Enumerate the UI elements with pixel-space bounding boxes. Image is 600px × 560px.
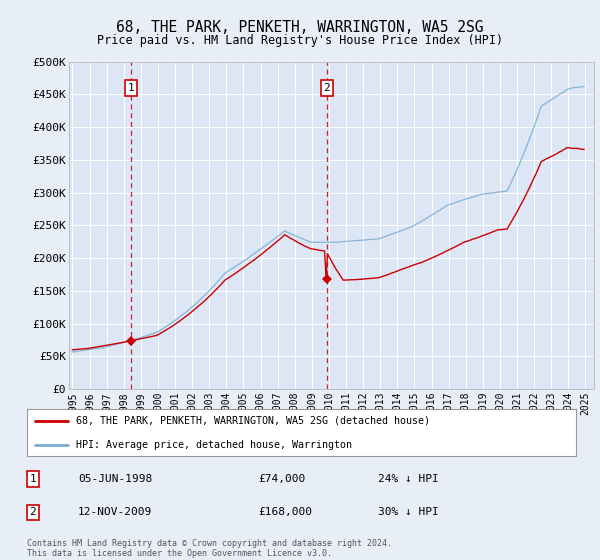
Text: £168,000: £168,000: [258, 507, 312, 517]
Text: £74,000: £74,000: [258, 474, 305, 484]
Text: 24% ↓ HPI: 24% ↓ HPI: [378, 474, 439, 484]
Text: 2: 2: [323, 83, 330, 93]
Text: 1: 1: [29, 474, 37, 484]
Text: Price paid vs. HM Land Registry's House Price Index (HPI): Price paid vs. HM Land Registry's House …: [97, 34, 503, 46]
Text: 68, THE PARK, PENKETH, WARRINGTON, WA5 2SG: 68, THE PARK, PENKETH, WARRINGTON, WA5 2…: [116, 20, 484, 35]
Text: 2: 2: [29, 507, 37, 517]
Text: 12-NOV-2009: 12-NOV-2009: [78, 507, 152, 517]
Text: 68, THE PARK, PENKETH, WARRINGTON, WA5 2SG (detached house): 68, THE PARK, PENKETH, WARRINGTON, WA5 2…: [76, 416, 430, 426]
Text: Contains HM Land Registry data © Crown copyright and database right 2024.
This d: Contains HM Land Registry data © Crown c…: [27, 539, 392, 558]
Text: 05-JUN-1998: 05-JUN-1998: [78, 474, 152, 484]
Text: HPI: Average price, detached house, Warrington: HPI: Average price, detached house, Warr…: [76, 440, 352, 450]
Text: 1: 1: [128, 83, 134, 93]
Text: 30% ↓ HPI: 30% ↓ HPI: [378, 507, 439, 517]
